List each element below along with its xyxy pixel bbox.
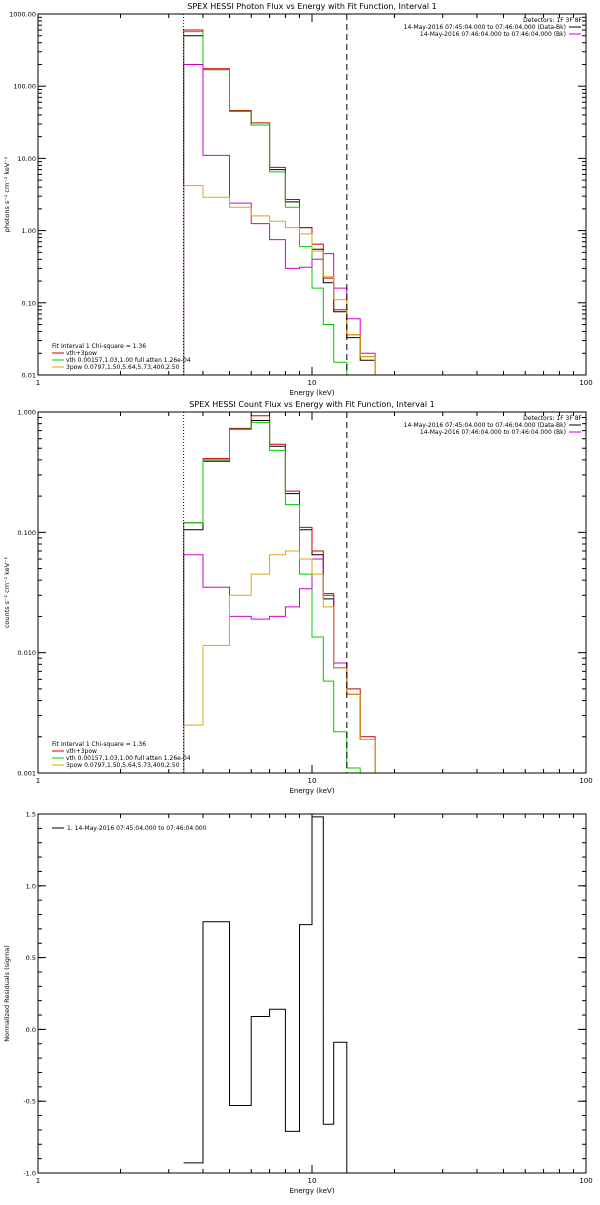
y-tick-label: 1.000 <box>17 409 36 417</box>
legend-inline-entry: 1. 14-May-2016 07:45:04.000 to 07:46:04.… <box>67 825 207 832</box>
y-tick-label: -1.0 <box>23 1170 36 1178</box>
series-group <box>183 29 395 375</box>
y-tick-label: 0.001 <box>17 770 36 778</box>
legend-top-entry-2: 14-May-2016 07:45:04.000 to 07:46:04.000… <box>404 24 566 31</box>
x-tick-label: 100 <box>579 1177 592 1185</box>
series-line-1 <box>183 816 348 1173</box>
legend-bottom-entry-4: 3pow 0.0797,1.50,5.64,5.73,400,2.50 <box>66 762 180 769</box>
y-tick-label: 0.0 <box>26 1026 36 1034</box>
y-tick-label: 0.01 <box>22 372 36 380</box>
y-axis-label: counts s⁻¹ cm⁻² keV⁻¹ <box>3 556 11 628</box>
series-group <box>183 816 348 1173</box>
y-tick-label: 100.00 <box>13 83 36 91</box>
series-line-4 <box>183 554 395 773</box>
chart-panel-3: 1 10 100 Energy (keV) -1.0 -0.5 0.0 0.5 1.0 1.5 No… <box>3 811 593 1196</box>
x-axis-label: Energy (keV) <box>289 787 334 795</box>
legend-bottom-entry-2: vth+3pow <box>66 350 97 357</box>
legend-bottom-entry-2: vth+3pow <box>66 748 97 755</box>
x-tick-label: 1 <box>36 777 40 785</box>
y-tick-label: 1.0 <box>26 882 36 890</box>
y-tick-label: 0.010 <box>17 649 36 657</box>
series-group <box>183 415 395 773</box>
legend-bottom-entry-1: Fit Interval 1 Chi-square = 1.36 <box>52 741 146 748</box>
series-line-5 <box>183 185 395 375</box>
y-tick-label: 0.100 <box>17 529 36 537</box>
x-tick-label: 100 <box>579 379 592 387</box>
series-line-5 <box>183 550 395 773</box>
series-line-3 <box>183 421 395 773</box>
x-tick-label: 1 <box>36 1177 40 1185</box>
x-tick-label: 100 <box>579 777 592 785</box>
x-axis-label: Energy (keV) <box>289 1187 334 1195</box>
x-axis-label: Energy (keV) <box>289 389 334 397</box>
x-tick-label: 10 <box>308 1177 317 1185</box>
series-line-1 <box>183 35 395 375</box>
legend-bottom-entry-3: vth 0.00157,1.03,1.00 full atten 1.26e-0… <box>66 755 191 762</box>
y-tick-label: 0.10 <box>22 299 36 307</box>
y-tick-label: 1000.00 <box>9 11 36 19</box>
series-line-2 <box>183 415 395 773</box>
series-line-1 <box>183 420 395 773</box>
x-tick-label: 10 <box>308 777 317 785</box>
y-tick-label: 10.00 <box>17 155 36 163</box>
legend-bottom-entry-3: vth 0.00157,1.03,1.00 full atten 1.26e-0… <box>66 357 191 364</box>
x-tick-label: 10 <box>308 379 317 387</box>
y-axis-label: Normalized Residuals (sigma) <box>3 945 11 1042</box>
y-axis-label: photons s⁻¹ cm⁻² keV⁻¹ <box>3 156 11 232</box>
y-tick-label: -0.5 <box>23 1098 36 1106</box>
x-tick-label: 1 <box>36 379 40 387</box>
legend-bottom-entry-4: 3pow 0.0797,1.50,5.64,5.73,400,2.50 <box>66 364 180 371</box>
plot-frame <box>37 13 587 376</box>
y-tick-label: 1.00 <box>22 227 36 235</box>
y-tick-label: 1.5 <box>26 811 36 819</box>
legend-top-entry-2: 14-May-2016 07:45:04.000 to 07:46:04.000… <box>404 422 566 429</box>
series-line-3 <box>183 31 395 375</box>
legend-bottom-entry-1: Fit Interval 1 Chi-square = 1.36 <box>52 343 146 350</box>
legend-top-entry-3: 14-May-2016 07:46:04.000 to 07:46:04.000… <box>420 31 566 38</box>
y-tick-label: 0.5 <box>26 954 36 962</box>
chart-title: SPEX HESSI Count Flux vs Energy with Fit… <box>189 400 434 409</box>
series-line-4 <box>183 64 395 375</box>
series-line-2 <box>183 29 395 375</box>
legend-top-entry-1: Detectors: 1F 3F 8F <box>523 17 582 24</box>
chart-panel-2: SPEX HESSI Count Flux vs Energy with Fit… <box>3 400 593 795</box>
chart-title: SPEX HESSI Photon Flux vs Energy with Fi… <box>187 2 437 11</box>
chart-panel-1: SPEX HESSI Photon Flux vs Energy with Fi… <box>3 2 593 397</box>
legend-top-entry-3: 14-May-2016 07:46:04.000 to 07:46:04.000… <box>420 429 566 436</box>
legend-top-entry-1: Detectors: 1F 3F 8F <box>523 415 582 422</box>
